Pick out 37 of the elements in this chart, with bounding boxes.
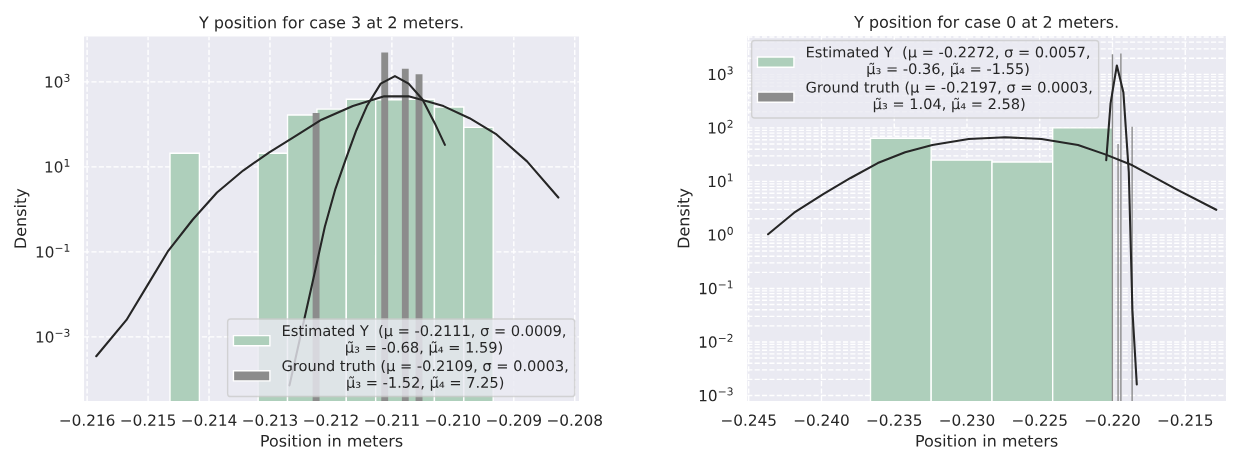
y-tick-label: 10$^{3}$: [45, 73, 70, 88]
legend-label: Estimated Y (μ = -0.2272, σ = 0.0057, μ̃₃ = -0.36, μ̃₄ = -1.55): [807, 46, 1090, 78]
x-axis-title: Position in meters: [916, 434, 1058, 447]
y-tick-label: 10$^{0}$: [708, 226, 733, 241]
x-tick-label: −0.213: [243, 414, 298, 426]
x-tick-label: −0.212: [304, 414, 358, 426]
x-tick-label: −0.214: [182, 414, 237, 426]
x-tick-label: −0.240: [794, 414, 849, 426]
x-tick-label: −0.209: [487, 414, 541, 426]
legend-label: Estimated Y (μ = -0.2111, σ = 0.0009, μ̃₃ = -0.68, μ̃₄ = 1.59): [283, 324, 566, 356]
chart-title: Y position for case 3 at 2 meters.: [198, 16, 463, 32]
x-tick-label: −0.230: [940, 414, 995, 426]
y-tick-label: 10$^{−3}$: [36, 328, 70, 343]
legend-label: Ground truth (μ = -0.2197, σ = 0.0003, μ̃₃ = 1.04, μ̃₄ = 2.58): [806, 81, 1092, 113]
y-tick-label: 10$^{1}$: [708, 173, 733, 188]
x-tick-label: −0.220: [1085, 414, 1140, 426]
chart-title: Y position for case 0 at 2 meters.: [854, 15, 1118, 32]
x-tick-label: −0.210: [426, 414, 481, 426]
x-tick-label: −0.245: [722, 414, 776, 426]
x-tick-label: −0.208: [548, 414, 602, 426]
x-tick-label: −0.225: [1013, 414, 1067, 426]
y-tick-label: 10$^{−1}$: [36, 243, 70, 258]
x-tick-label: −0.215: [121, 414, 175, 426]
legend-label: Ground truth (μ = -0.2109, σ = 0.0003, μ̃₃ = -1.52, μ̃₄ = 7.25): [282, 359, 568, 391]
y-tick-label: 10$^{−2}$: [699, 333, 733, 348]
x-axis-title: Position in meters: [261, 434, 403, 447]
y-axis-title: Density: [13, 188, 30, 248]
x-tick-label: −0.216: [60, 414, 115, 426]
x-tick-label: −0.235: [867, 414, 922, 426]
y-tick-label: 10$^{−3}$: [699, 387, 733, 402]
y-tick-label: 10$^{−1}$: [699, 280, 733, 295]
x-tick-label: −0.215: [1158, 414, 1213, 426]
y-tick-label: 10$^{3}$: [708, 66, 733, 81]
y-tick-label: 10$^{2}$: [708, 119, 733, 134]
x-tick-label: −0.211: [365, 414, 419, 426]
y-tick-label: 10$^{1}$: [45, 158, 70, 173]
y-axis-title: Density: [677, 188, 693, 248]
